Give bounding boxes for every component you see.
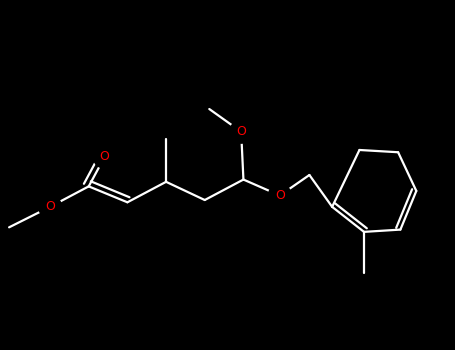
Circle shape	[268, 184, 291, 207]
Text: O: O	[45, 200, 55, 214]
Circle shape	[230, 120, 253, 143]
Text: O: O	[236, 125, 246, 138]
Circle shape	[39, 195, 61, 218]
Circle shape	[93, 146, 116, 168]
Text: O: O	[100, 150, 110, 163]
Text: O: O	[275, 189, 285, 202]
